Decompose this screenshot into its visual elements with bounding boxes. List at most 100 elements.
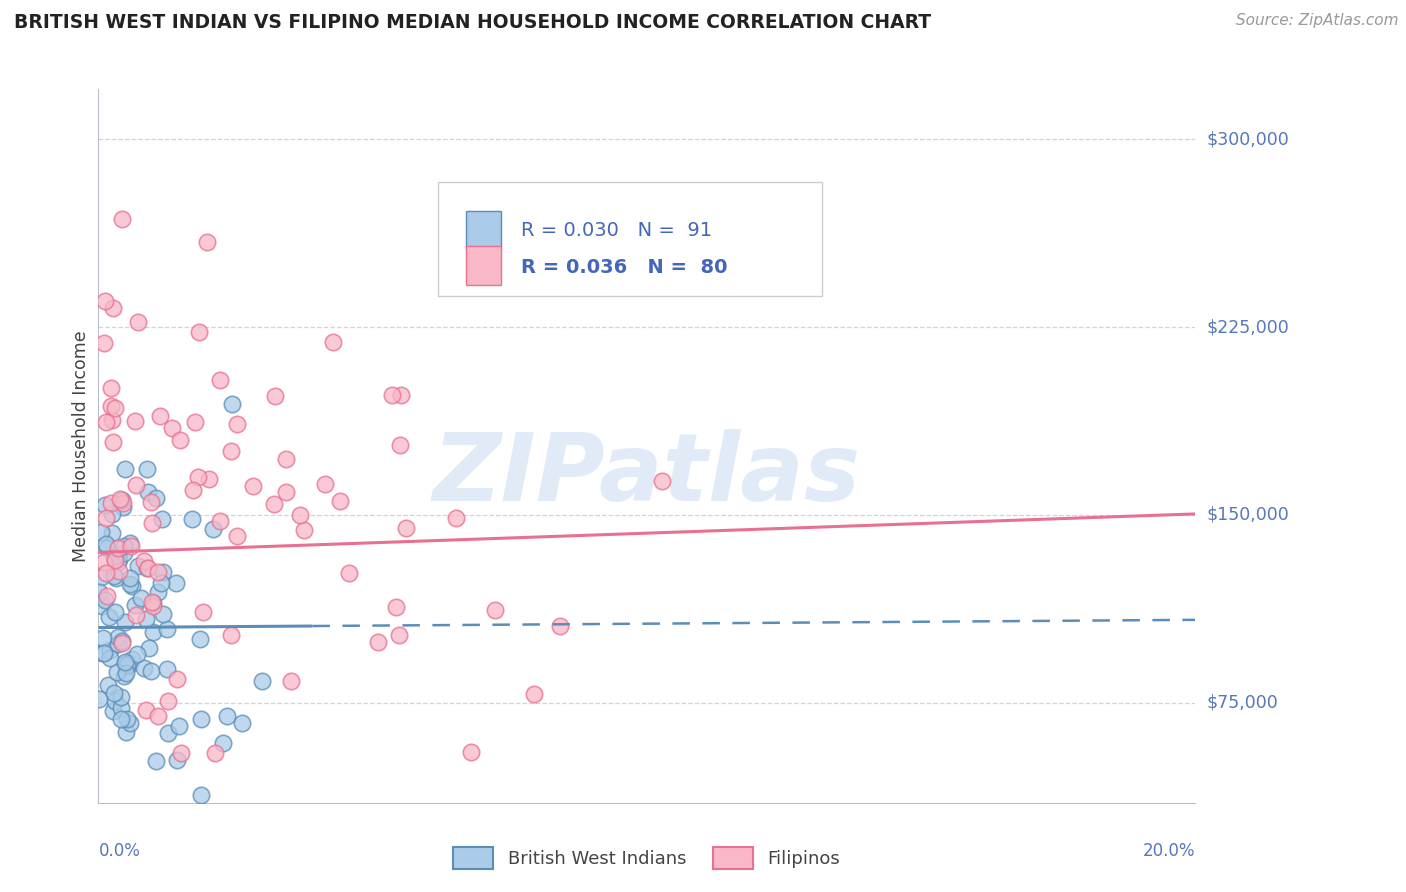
Point: [197, 235, 219, 249]
Point: [93, 498, 115, 512]
Point: [180, 511, 202, 525]
Point: [125, 647, 148, 661]
Point: [131, 591, 153, 606]
Point: [523, 687, 546, 701]
Point: [87, 692, 110, 706]
Point: [211, 736, 233, 750]
Point: [263, 389, 285, 403]
Point: [209, 373, 232, 387]
Point: [339, 566, 361, 580]
Point: [107, 636, 129, 650]
Point: [190, 789, 212, 803]
Point: [94, 566, 117, 581]
Point: [141, 665, 163, 679]
Point: [152, 565, 174, 579]
Point: [651, 474, 673, 488]
Point: [117, 659, 139, 673]
Point: [108, 551, 131, 566]
Point: [204, 746, 226, 760]
Point: [124, 598, 146, 612]
Text: Source: ZipAtlas.com: Source: ZipAtlas.com: [1236, 13, 1399, 29]
Point: [112, 539, 135, 553]
Point: [96, 537, 118, 551]
Point: [121, 579, 143, 593]
Point: [188, 632, 211, 646]
Point: [183, 483, 205, 497]
Point: [108, 565, 131, 579]
Point: [96, 589, 118, 603]
Point: [166, 753, 188, 767]
Point: [103, 549, 125, 564]
Point: [395, 521, 418, 535]
Point: [107, 541, 129, 555]
Point: [280, 674, 302, 689]
Point: [263, 497, 285, 511]
Point: [107, 555, 129, 569]
Point: [114, 615, 136, 629]
Point: [110, 712, 132, 726]
Point: [104, 605, 127, 619]
Point: [550, 619, 572, 633]
Point: [197, 472, 219, 486]
Point: [124, 414, 146, 428]
Point: [389, 438, 412, 452]
Point: [110, 700, 132, 714]
Point: [114, 462, 136, 476]
Text: R = 0.036   N =  80: R = 0.036 N = 80: [520, 258, 727, 277]
Point: [221, 397, 243, 411]
Legend: British West Indians, Filipinos: British West Indians, Filipinos: [446, 839, 848, 876]
Point: [94, 415, 117, 429]
Point: [103, 694, 125, 708]
Point: [274, 485, 297, 500]
Point: [103, 569, 125, 583]
Point: [225, 417, 247, 431]
Point: [142, 596, 165, 610]
Point: [93, 646, 115, 660]
Point: [150, 576, 173, 591]
Point: [141, 494, 163, 508]
Point: [460, 745, 482, 759]
Point: [115, 712, 138, 726]
Point: [142, 624, 165, 639]
Point: [111, 492, 134, 507]
Point: [103, 685, 125, 699]
Point: [250, 673, 273, 688]
Point: [242, 479, 264, 493]
Point: [132, 554, 155, 568]
Point: [150, 512, 173, 526]
Text: BRITISH WEST INDIAN VS FILIPINO MEDIAN HOUSEHOLD INCOME CORRELATION CHART: BRITISH WEST INDIAN VS FILIPINO MEDIAN H…: [14, 13, 931, 32]
Point: [145, 754, 167, 768]
Point: [215, 709, 238, 723]
Point: [367, 635, 389, 649]
Point: [226, 529, 249, 543]
Point: [120, 535, 142, 549]
Point: [96, 541, 118, 556]
Point: [107, 630, 129, 644]
Point: [104, 401, 127, 416]
Point: [166, 673, 188, 687]
Point: [97, 610, 120, 624]
Point: [98, 643, 121, 657]
Point: [93, 593, 115, 607]
Point: [156, 694, 179, 708]
Point: [111, 634, 134, 648]
Point: [183, 415, 205, 429]
Point: [201, 522, 224, 536]
Point: [165, 576, 187, 591]
Point: [155, 623, 177, 637]
Point: [114, 665, 136, 680]
Point: [169, 434, 191, 448]
Point: [135, 561, 157, 575]
Point: [111, 212, 134, 227]
Point: [288, 508, 311, 523]
Point: [114, 657, 136, 671]
Point: [105, 665, 128, 679]
Point: [112, 546, 135, 560]
Point: [145, 491, 167, 506]
Point: [117, 657, 139, 672]
Point: [93, 336, 115, 351]
Point: [187, 470, 209, 484]
Point: [388, 628, 411, 642]
Point: [188, 325, 211, 339]
Point: [231, 715, 253, 730]
